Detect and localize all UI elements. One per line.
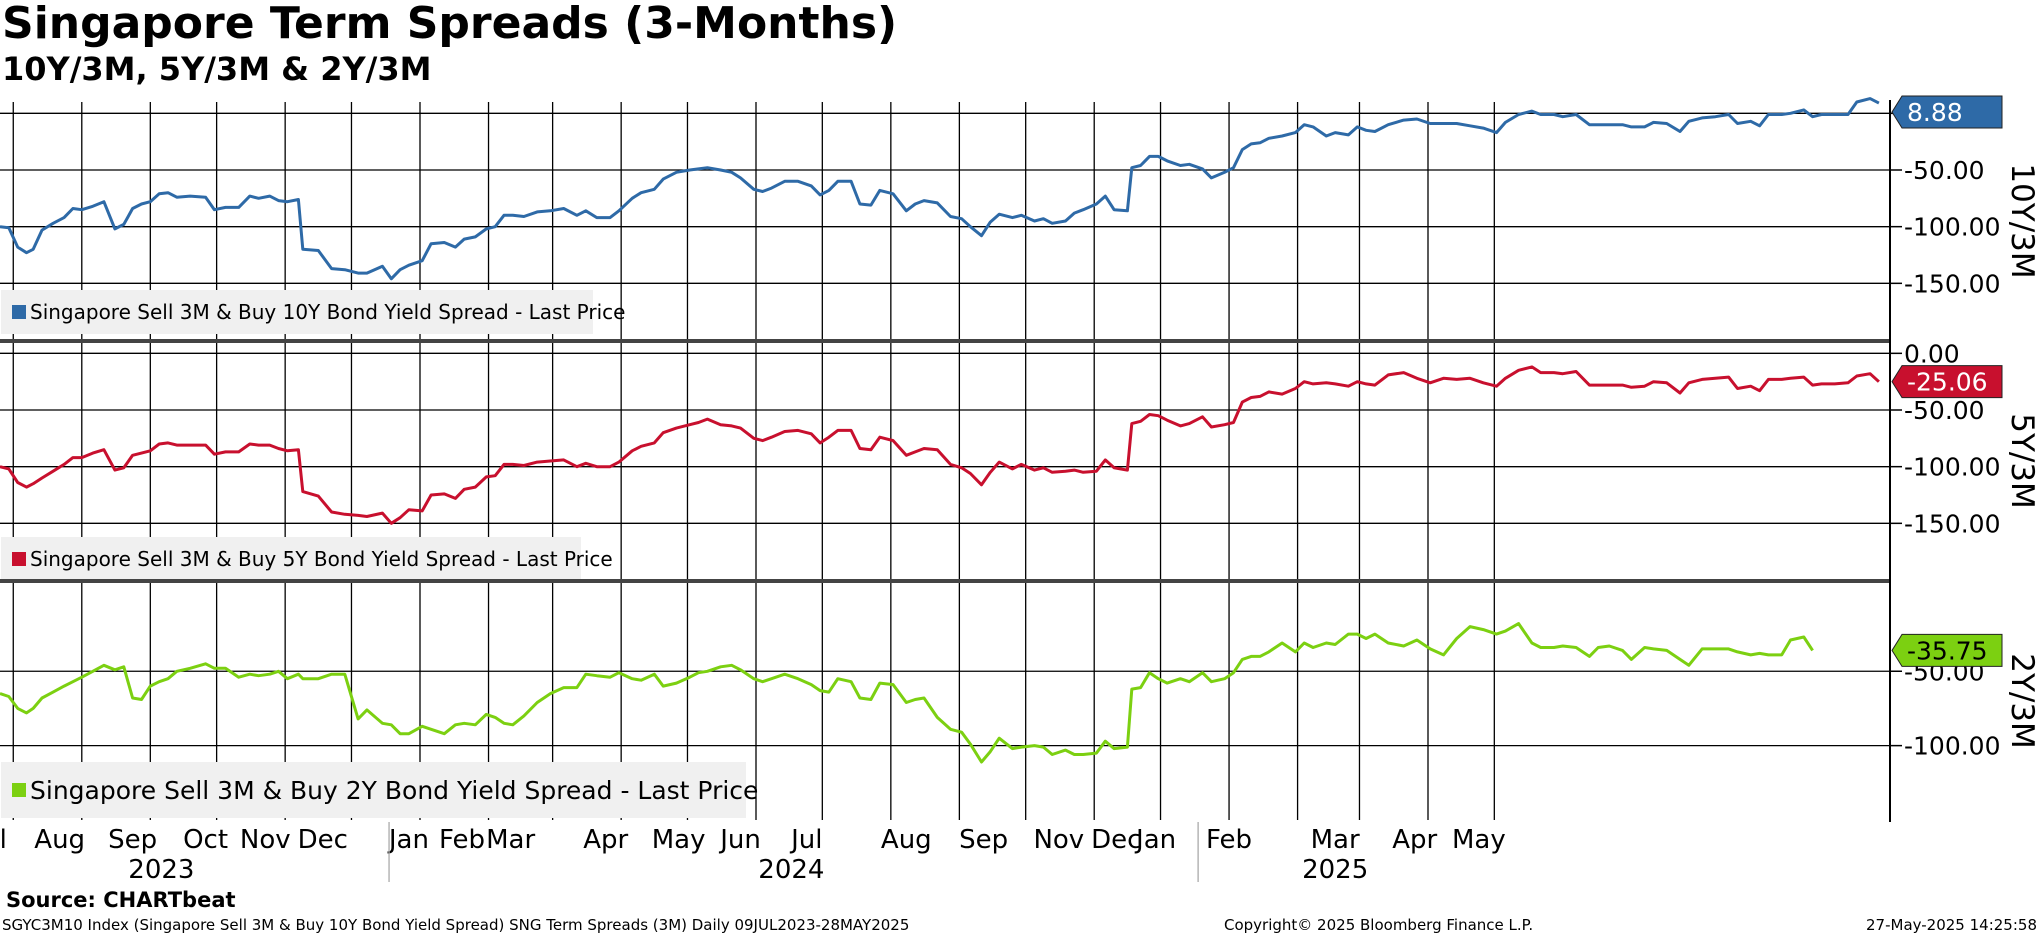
last-value-badge — [1891, 633, 2003, 667]
x-month-label: Dec — [1091, 825, 1141, 855]
x-month-label: Apr — [1392, 825, 1437, 855]
x-month-label: Mar — [1311, 825, 1360, 855]
last-value-badge — [1891, 365, 2003, 399]
last-value-label: 8.88 — [1907, 98, 1963, 127]
last-value-label: -35.75 — [1907, 636, 1988, 665]
chart-subtitle: 10Y/3M, 5Y/3M & 2Y/3M — [2, 50, 432, 88]
x-month-label: Dec — [298, 825, 348, 855]
x-month-label: Sep — [959, 825, 1008, 855]
x-year-label: 2024 — [758, 855, 824, 885]
x-month-label: Jul — [0, 825, 7, 855]
y-axis-title: 2Y/3M — [2004, 653, 2040, 749]
panel-2: 0.00 -50.00 -100.00 -150.00 -25.06 Singapore … — [0, 339, 2040, 581]
last-value-label: -25.06 — [1907, 368, 1988, 397]
x-month-label: Oct — [183, 825, 228, 855]
chart-title: Singapore Term Spreads (3-Months) — [2, 0, 898, 49]
legend-label: Singapore Sell 3M & Buy 10Y Bond Yield S… — [30, 300, 625, 324]
x-month-label: Feb — [1206, 825, 1252, 855]
y-axis-title: 5Y/3M — [2004, 413, 2040, 509]
x-month-label: Jul — [789, 825, 822, 855]
x-month-label: Jun — [718, 825, 761, 855]
y-tick-label: -100.00 — [1904, 453, 2001, 482]
footer-copyright: Copyright© 2025 Bloomberg Finance L.P. — [1224, 916, 1534, 934]
legend-label: Singapore Sell 3M & Buy 5Y Bond Yield Sp… — [30, 547, 613, 571]
x-month-label: Sep — [108, 825, 157, 855]
y-tick-label: -50.00 — [1904, 156, 1985, 185]
legend-swatch — [12, 783, 26, 797]
legend-box — [1, 290, 593, 334]
x-month-label: Aug — [34, 825, 85, 855]
x-month-label: Mar — [486, 825, 535, 855]
y-tick-label: -100.00 — [1904, 213, 2001, 242]
footer-series-note: SGYC3M10 Index (Singapore Sell 3M & Buy … — [2, 916, 910, 934]
legend-swatch — [12, 305, 26, 319]
x-year-label: 2023 — [128, 855, 194, 885]
y-tick-label: -150.00 — [1904, 269, 2001, 298]
y-axis-title: 10Y/3M — [2004, 163, 2040, 278]
x-month-label: May — [652, 825, 706, 855]
legend-label: Singapore Sell 3M & Buy 2Y Bond Yield Sp… — [30, 776, 758, 805]
x-month-label: Jan — [1134, 825, 1176, 855]
source-note: Source: CHARTbeat — [6, 888, 236, 912]
y-tick-label: 0.00 — [1904, 339, 1960, 368]
x-month-label: Aug — [881, 825, 932, 855]
y-tick-label: -100.00 — [1904, 732, 2001, 761]
legend-box — [1, 537, 581, 581]
legend-box — [1, 762, 746, 818]
y-tick-label: -50.00 — [1904, 396, 1985, 425]
series-line-3 — [0, 622, 1814, 764]
last-value-badge — [1891, 95, 2003, 129]
x-month-label: Apr — [583, 825, 628, 855]
x-month-label: Nov — [1033, 825, 1084, 855]
x-month-label: Feb — [439, 825, 485, 855]
x-month-label: Jan — [387, 825, 429, 855]
series-line-1 — [0, 97, 1880, 281]
y-tick-label: -150.00 — [1904, 509, 2001, 538]
series-line-2 — [0, 365, 1880, 525]
footer-timestamp: 27-May-2025 14:25:58 — [1866, 916, 2037, 934]
x-month-label: May — [1452, 825, 1506, 855]
x-year-label: 2025 — [1302, 855, 1368, 885]
legend-swatch — [12, 552, 26, 566]
x-month-label: Nov — [240, 825, 291, 855]
